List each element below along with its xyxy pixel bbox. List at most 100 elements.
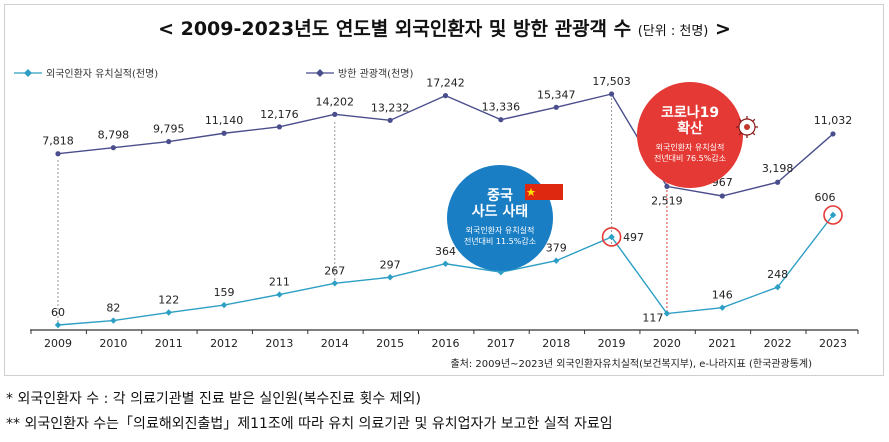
footnote-2: ** 외국인환자 수는「의료해외진출법」제11조에 따라 유치 의료기관 및 유… — [6, 416, 613, 432]
x-tick-label-2019: 2019 — [598, 337, 626, 350]
data-label-patients-2010: 82 — [106, 302, 120, 315]
data-label-tourists-2010: 8,798 — [98, 129, 130, 142]
point-tourists-2018 — [553, 104, 559, 110]
x-tick-label-2018: 2018 — [542, 337, 570, 350]
legend-patients-marker — [24, 69, 32, 77]
title-close-bracket: > — [715, 18, 731, 40]
x-tick-label-2015: 2015 — [376, 337, 404, 350]
virus-icon — [736, 116, 758, 138]
point-tourists-2013 — [276, 124, 283, 130]
data-label-patients-2022: 248 — [767, 268, 788, 281]
point-patients-2020 — [663, 310, 671, 317]
point-patients-2016 — [442, 260, 449, 267]
data-label-patients-2016: 364 — [435, 245, 456, 258]
x-tick-label-2012: 2012 — [210, 337, 238, 350]
point-tourists-2009 — [55, 151, 61, 157]
x-tick-label-2011: 2011 — [155, 337, 183, 350]
point-tourists-2021 — [719, 193, 725, 199]
data-label-tourists-2020: 2,519 — [651, 194, 683, 207]
point-tourists-2012 — [221, 130, 227, 136]
annotation-covid-line1: 외국인환자 유치실적 — [656, 142, 725, 152]
annotation-covid-title2: 확산 — [677, 120, 703, 137]
x-tick-label-2023: 2023 — [819, 337, 847, 350]
data-label-patients-2011: 122 — [158, 294, 179, 307]
point-patients-2021 — [719, 304, 726, 311]
data-label-patients-2014: 267 — [324, 264, 345, 277]
title-open-bracket: < — [158, 18, 174, 40]
title-text: 2009-2023년도 연도별 외국인환자 및 방한 관광객 수 — [180, 18, 632, 40]
annotation-covid-circle — [637, 82, 743, 188]
point-tourists-2015 — [387, 117, 393, 123]
point-patients-2023 — [829, 211, 837, 219]
data-label-tourists-2012: 11,140 — [205, 114, 244, 127]
data-label-tourists-2022: 3,198 — [762, 162, 794, 175]
annotation-sad-title1: 중국 — [487, 188, 513, 204]
annotation-sad-line1: 외국인환자 유치실적 — [466, 225, 535, 235]
data-label-tourists-2014: 14,202 — [316, 95, 355, 108]
data-label-patients-2015: 297 — [380, 258, 401, 271]
footnote-1: * 외국인환자 수 : 각 의료기관별 진료 받은 실인원(복수진료 횟수 제외… — [6, 391, 421, 407]
point-patients-2018 — [553, 257, 560, 264]
data-label-tourists-2015: 13,232 — [371, 101, 410, 114]
annotation-covid-title1: 코로나19 — [661, 105, 719, 121]
x-tick-label-2017: 2017 — [487, 337, 515, 350]
point-patients-2015 — [386, 274, 394, 281]
data-label-tourists-2011: 9,795 — [153, 123, 185, 136]
legend-patients-label: 외국인환자 유치실적(천명) — [46, 68, 158, 80]
series-line-patients — [57, 214, 834, 326]
data-label-patients-2009: 60 — [51, 306, 65, 319]
data-label-tourists-2016: 17,242 — [426, 77, 465, 90]
x-tick-label-2021: 2021 — [708, 337, 736, 350]
x-tick-label-2022: 2022 — [764, 337, 792, 350]
point-tourists-2020 — [664, 183, 670, 190]
x-tick-label-2013: 2013 — [265, 337, 293, 350]
point-tourists-2010 — [110, 145, 116, 151]
data-label-tourists-2023: 11,032 — [814, 114, 853, 127]
x-tick-label-2009: 2009 — [44, 337, 72, 350]
highlight-circle-2023 — [823, 205, 843, 225]
point-tourists-2019 — [608, 91, 615, 97]
point-patients-2009 — [54, 321, 62, 329]
data-label-patients-2019: 497 — [623, 231, 644, 244]
china-flag-icon — [525, 184, 563, 200]
data-label-tourists-2018: 15,347 — [537, 88, 576, 101]
x-tick-label-2014: 2014 — [321, 337, 349, 350]
chart-source: 출처: 2009년~2023년 외국인환자유치실적(보건복지부), e-나라지표… — [450, 358, 812, 370]
data-label-tourists-2013: 12,176 — [260, 108, 299, 121]
point-tourists-2023 — [830, 131, 836, 137]
highlight-circle-2019 — [601, 227, 622, 247]
point-patients-2014 — [331, 280, 338, 287]
chart-frame — [4, 4, 884, 376]
point-patients-2011 — [165, 309, 172, 316]
x-tick-label-2010: 2010 — [99, 337, 127, 350]
point-patients-2019 — [608, 233, 615, 241]
annotation-covid-line2: 전년대비 76.5%감소 — [654, 153, 726, 163]
point-patients-2013 — [276, 291, 283, 298]
x-tick-label-2016: 2016 — [432, 337, 460, 350]
point-patients-2022 — [774, 283, 781, 291]
point-tourists-2014 — [332, 111, 338, 117]
data-label-patients-2018: 379 — [546, 242, 567, 255]
data-label-patients-2013: 211 — [269, 276, 290, 289]
point-patients-2010 — [110, 317, 117, 324]
data-label-patients-2012: 159 — [214, 286, 235, 299]
data-label-tourists-2019: 17,503 — [592, 75, 631, 88]
point-tourists-2022 — [775, 179, 781, 185]
data-label-patients-2023: 606 — [815, 191, 836, 204]
point-tourists-2016 — [442, 93, 449, 99]
data-label-patients-2021: 146 — [712, 289, 733, 302]
legend-tourists-marker — [316, 69, 324, 77]
chart-title: < 2009-2023년도 연도별 외국인환자 및 방한 관광객 수 (단위 :… — [0, 14, 889, 41]
data-label-patients-2020: 117 — [642, 312, 663, 325]
point-tourists-2011 — [166, 138, 172, 145]
legend-tourists-label: 방한 관광객(천명) — [338, 68, 413, 80]
point-patients-2012 — [220, 301, 228, 309]
data-label-tourists-2009: 7,818 — [42, 135, 74, 148]
title-unit: (단위 : 천명) — [637, 24, 709, 39]
annotation-sad-line2: 전년대비 11.5%감소 — [464, 236, 536, 246]
annotation-sad-title2: 사드 사태 — [472, 204, 528, 220]
point-tourists-2017 — [498, 117, 504, 123]
x-tick-label-2020: 2020 — [653, 337, 681, 350]
data-label-tourists-2017: 13,336 — [482, 101, 521, 114]
